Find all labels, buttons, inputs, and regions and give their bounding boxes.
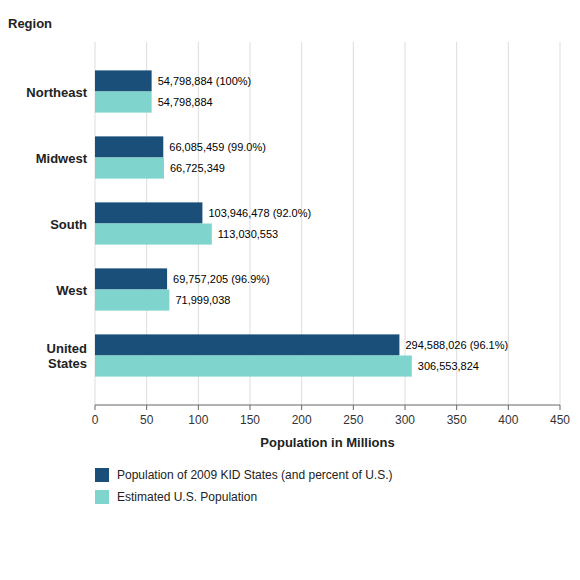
y-axis-label: Region xyxy=(8,16,52,31)
data-labels: 294,588,026 (96.1%) 69,757,205 (96.9%) 103… xyxy=(158,75,509,372)
data-label: 69,757,205 (96.9%) xyxy=(173,273,270,285)
category-label-line: West xyxy=(56,282,87,297)
legend-label: Estimated U.S. Population xyxy=(117,490,257,504)
tick-mark xyxy=(146,405,147,410)
background xyxy=(0,0,580,580)
tick-mark xyxy=(405,405,406,410)
bar xyxy=(95,202,202,223)
x-ticks: 0 50 100 150 200 250 300 350 400 450 xyxy=(92,405,571,427)
tick-label: 150 xyxy=(240,413,260,427)
bar xyxy=(95,356,412,377)
tick-mark xyxy=(198,405,199,410)
tick-label: 400 xyxy=(498,413,518,427)
grid xyxy=(95,42,560,405)
category-label: Midwest xyxy=(36,150,88,165)
tick-label: 300 xyxy=(395,413,415,427)
category-label: Northeast xyxy=(26,84,87,99)
legend-swatch xyxy=(95,490,109,504)
tick-mark xyxy=(560,405,561,410)
tick-label: 50 xyxy=(140,413,154,427)
tick-mark xyxy=(250,405,251,410)
data-label: 103,946,478 (92.0%) xyxy=(208,207,311,219)
category-label-line: Northeast xyxy=(26,84,87,99)
tick-label: 250 xyxy=(343,413,363,427)
tick-label: 350 xyxy=(447,413,467,427)
category-label-line: States xyxy=(48,356,87,371)
tick-mark xyxy=(456,405,457,410)
grid-line xyxy=(560,42,561,405)
tick-mark xyxy=(95,405,96,410)
bar xyxy=(95,70,152,91)
tick-mark xyxy=(508,405,509,410)
tick-mark xyxy=(301,405,302,410)
tick-label: 450 xyxy=(550,413,570,427)
category-label-line: South xyxy=(50,216,87,231)
data-label: 71,999,038 xyxy=(175,294,230,306)
bar xyxy=(95,290,169,311)
x-axis-line xyxy=(95,405,560,406)
data-label: 66,085,459 (99.0%) xyxy=(169,141,266,153)
y-tick-labels: UnitedStates West South Midwest Northeast xyxy=(26,84,87,371)
legend-swatch xyxy=(95,468,109,482)
tick-mark xyxy=(353,405,354,410)
data-label: 294,588,026 (96.1%) xyxy=(405,339,508,351)
bar xyxy=(95,224,212,245)
bar xyxy=(95,334,399,355)
bars xyxy=(95,70,412,376)
data-label: 113,030,553 xyxy=(218,228,278,240)
category-label-line: United xyxy=(47,341,88,356)
category-label-line: Midwest xyxy=(36,150,88,165)
bar xyxy=(95,136,163,157)
data-label: 54,798,884 (100%) xyxy=(158,75,252,87)
bar xyxy=(95,268,167,289)
data-label: 306,553,824 xyxy=(418,360,479,372)
data-label: 54,798,884 xyxy=(158,96,213,108)
tick-label: 100 xyxy=(188,413,208,427)
tick-label: 200 xyxy=(292,413,312,427)
data-label: 66,725,349 xyxy=(170,162,225,174)
category-label: West xyxy=(56,282,87,297)
chart: 0 50 100 150 200 250 300 350 400 450 294,588,026 (… xyxy=(0,0,580,580)
category-label: South xyxy=(50,216,87,231)
legend-label: Population of 2009 KID States (and perce… xyxy=(117,468,393,482)
legend: Population of 2009 KID States (and perce… xyxy=(95,468,393,504)
x-axis-label: Population in Millions xyxy=(260,435,394,450)
bar xyxy=(95,92,152,113)
category-label: UnitedStates xyxy=(47,341,88,371)
bar xyxy=(95,158,164,179)
tick-label: 0 xyxy=(92,413,99,427)
